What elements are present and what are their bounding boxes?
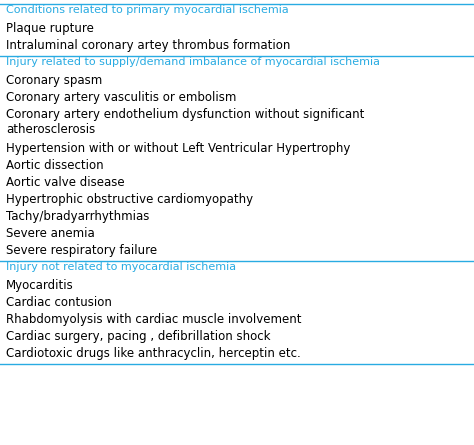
Text: Injury related to supply/demand imbalance of myocardial ischemia: Injury related to supply/demand imbalanc… bbox=[6, 57, 380, 67]
Text: Severe respiratory failure: Severe respiratory failure bbox=[6, 244, 157, 257]
Text: Coronary spasm: Coronary spasm bbox=[6, 74, 102, 87]
Text: Myocarditis: Myocarditis bbox=[6, 279, 74, 292]
Text: Conditions related to primary myocardial ischemia: Conditions related to primary myocardial… bbox=[6, 5, 289, 15]
Text: Cardiac surgery, pacing , defibrillation shock: Cardiac surgery, pacing , defibrillation… bbox=[6, 330, 271, 343]
Text: Aortic dissection: Aortic dissection bbox=[6, 159, 104, 172]
Text: Plaque rupture: Plaque rupture bbox=[6, 22, 94, 35]
Text: Hypertrophic obstructive cardiomyopathy: Hypertrophic obstructive cardiomyopathy bbox=[6, 193, 253, 206]
Text: Rhabdomyolysis with cardiac muscle involvement: Rhabdomyolysis with cardiac muscle invol… bbox=[6, 313, 301, 326]
Text: Injury not related to myocardial ischemia: Injury not related to myocardial ischemi… bbox=[6, 262, 236, 272]
Text: Coronary artery endothelium dysfunction without significant
atherosclerosis: Coronary artery endothelium dysfunction … bbox=[6, 108, 365, 136]
Text: Coronary artery vasculitis or embolism: Coronary artery vasculitis or embolism bbox=[6, 91, 237, 104]
Text: Intraluminal coronary artey thrombus formation: Intraluminal coronary artey thrombus for… bbox=[6, 39, 291, 52]
Text: Tachy/bradyarrhythmias: Tachy/bradyarrhythmias bbox=[6, 210, 149, 223]
Text: Hypertension with or without Left Ventricular Hypertrophy: Hypertension with or without Left Ventri… bbox=[6, 142, 350, 155]
Text: Severe anemia: Severe anemia bbox=[6, 227, 95, 240]
Text: Cardiac contusion: Cardiac contusion bbox=[6, 296, 112, 309]
Text: Aortic valve disease: Aortic valve disease bbox=[6, 176, 125, 189]
Text: Cardiotoxic drugs like anthracyclin, herceptin etc.: Cardiotoxic drugs like anthracyclin, her… bbox=[6, 347, 301, 360]
